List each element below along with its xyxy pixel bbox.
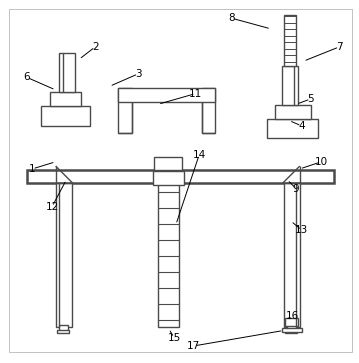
Bar	[153, 171, 184, 185]
Text: 4: 4	[298, 121, 305, 131]
Text: 14: 14	[193, 150, 206, 160]
Text: 16: 16	[286, 311, 299, 321]
Text: 15: 15	[168, 333, 181, 343]
Bar	[285, 318, 298, 326]
Text: 13: 13	[295, 225, 308, 235]
Bar	[154, 157, 182, 170]
Text: 1: 1	[29, 164, 36, 174]
Bar	[27, 170, 334, 183]
Bar	[285, 330, 297, 333]
Bar	[59, 53, 75, 93]
Bar	[282, 66, 298, 105]
Text: 8: 8	[228, 13, 235, 23]
Text: 10: 10	[315, 157, 328, 167]
Text: 9: 9	[293, 184, 299, 194]
Bar	[56, 183, 72, 327]
Text: 7: 7	[336, 42, 342, 52]
Bar	[284, 183, 300, 327]
Text: 11: 11	[189, 89, 202, 98]
Text: 2: 2	[92, 42, 98, 52]
Bar	[50, 93, 81, 106]
Bar	[158, 183, 179, 327]
Text: 12: 12	[46, 201, 59, 212]
Bar	[282, 328, 302, 331]
Text: 17: 17	[187, 341, 200, 351]
Bar	[202, 88, 215, 133]
Text: 6: 6	[24, 72, 30, 82]
Bar	[287, 325, 296, 331]
Bar	[118, 88, 132, 133]
Bar	[41, 106, 90, 126]
Bar	[267, 119, 318, 138]
Text: 3: 3	[135, 69, 141, 79]
Bar	[57, 330, 69, 333]
Bar	[118, 88, 215, 102]
Text: 5: 5	[307, 94, 314, 104]
Bar	[59, 325, 68, 331]
Bar	[275, 105, 311, 119]
Bar	[284, 15, 296, 66]
